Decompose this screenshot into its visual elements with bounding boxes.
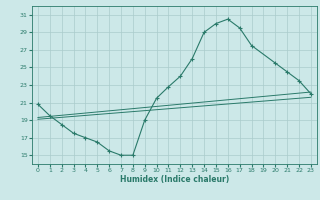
X-axis label: Humidex (Indice chaleur): Humidex (Indice chaleur)	[120, 175, 229, 184]
